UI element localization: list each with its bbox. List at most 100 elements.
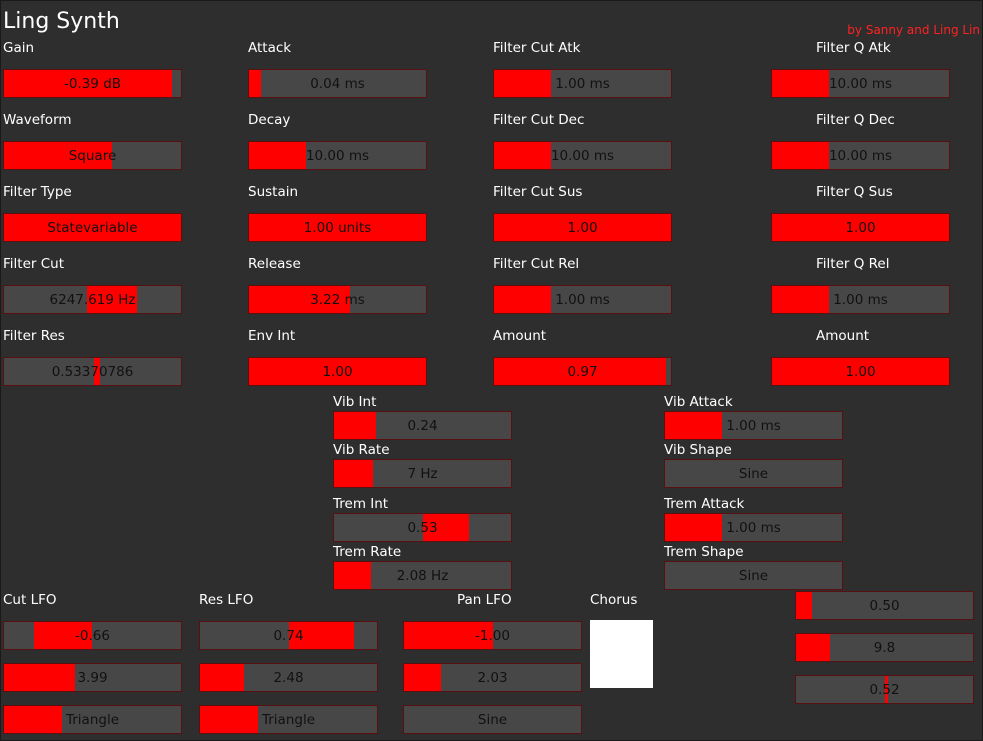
slider-value: 2.03 bbox=[477, 669, 508, 686]
res-lfo-shape-selector[interactable]: Triangle bbox=[199, 705, 378, 734]
pan-lfo-rate-slider[interactable]: 2.03 bbox=[403, 663, 582, 692]
slider-fill bbox=[665, 514, 722, 541]
filter-cut-rel-slider[interactable]: 1.00 ms bbox=[493, 285, 672, 314]
cut-lfo-rate-slider[interactable]: 3.99 bbox=[3, 663, 182, 692]
label-waveform: Waveform bbox=[3, 112, 72, 128]
slider-fill bbox=[288, 622, 354, 649]
label-sustain: Sustain bbox=[248, 184, 299, 200]
slider-value: 1.00 ms bbox=[726, 519, 781, 536]
slider-value: 3.22 ms bbox=[310, 291, 365, 308]
pan-lfo-shape-selector[interactable]: Sine bbox=[403, 705, 582, 734]
label-decay: Decay bbox=[248, 112, 291, 128]
label-vib-shape: Vib Shape bbox=[664, 442, 732, 458]
filter-q-sus-slider[interactable]: 1.00 bbox=[771, 213, 950, 242]
label-release: Release bbox=[248, 256, 301, 272]
filter-q-atk-slider[interactable]: 10.00 ms bbox=[771, 69, 950, 98]
cut-lfo-amount-slider[interactable]: -0.66 bbox=[3, 621, 182, 650]
pan-lfo-amount-slider[interactable]: -1.00 bbox=[403, 621, 582, 650]
label-filter-q-atk: Filter Q Atk bbox=[816, 40, 891, 56]
label-vib-rate: Vib Rate bbox=[333, 442, 390, 458]
chorus-toggle[interactable] bbox=[590, 620, 653, 688]
slider-fill bbox=[334, 412, 377, 439]
slider-fill bbox=[665, 412, 722, 439]
slider-value: 10.00 ms bbox=[550, 147, 615, 164]
sustain-slider[interactable]: 1.00 units bbox=[248, 213, 427, 242]
release-slider[interactable]: 3.22 ms bbox=[248, 285, 427, 314]
slider-fill bbox=[404, 622, 493, 649]
label-filter-q-sus: Filter Q Sus bbox=[816, 184, 893, 200]
trem-shape-selector[interactable]: Sine bbox=[664, 561, 843, 590]
label-trem-rate: Trem Rate bbox=[333, 544, 402, 560]
label-cut-lfo: Cut LFO bbox=[3, 592, 57, 608]
label-vib-int: Vib Int bbox=[333, 394, 377, 410]
slider-value: 1.00 ms bbox=[833, 291, 888, 308]
env-int-slider[interactable]: 1.00 bbox=[248, 357, 427, 386]
slider-fill bbox=[494, 358, 666, 385]
slider-value: 3.99 bbox=[77, 669, 108, 686]
slider-value: 1.00 bbox=[322, 363, 353, 380]
trem-int-slider[interactable]: 0.53 bbox=[333, 513, 512, 542]
slider-fill bbox=[87, 286, 137, 313]
slider-fill bbox=[4, 706, 63, 733]
slider-value: 0.50 bbox=[869, 597, 900, 614]
label-filter-res: Filter Res bbox=[3, 328, 65, 344]
label-vib-attack: Vib Attack bbox=[664, 394, 733, 410]
slider-fill bbox=[796, 634, 830, 661]
label-filter-q-amount: Amount bbox=[816, 328, 870, 344]
decay-slider[interactable]: 10.00 ms bbox=[248, 141, 427, 170]
slider-fill bbox=[249, 70, 262, 97]
waveform-selector[interactable]: Square bbox=[3, 141, 182, 170]
slider-value: 10.00 ms bbox=[828, 75, 893, 92]
credit-text: by Sanny and Ling Lin bbox=[847, 23, 980, 37]
filter-cut-dec-slider[interactable]: 10.00 ms bbox=[493, 141, 672, 170]
filter-cut-amount-slider[interactable]: 0.97 bbox=[493, 357, 672, 386]
res-lfo-amount-slider[interactable]: 0.74 bbox=[199, 621, 378, 650]
filter-cut-slider[interactable]: 6247.619 Hz bbox=[3, 285, 182, 314]
slider-value: 6247.619 Hz bbox=[49, 291, 136, 308]
chorus-param-2-slider[interactable]: 9.8 bbox=[795, 633, 974, 662]
filter-res-slider[interactable]: 0.53370786 bbox=[3, 357, 182, 386]
slider-value: 10.00 ms bbox=[305, 147, 370, 164]
label-filter-type: Filter Type bbox=[3, 184, 72, 200]
slider-fill bbox=[249, 286, 350, 313]
slider-fill bbox=[884, 676, 889, 703]
slider-value: -0.66 bbox=[75, 627, 110, 644]
app-title: Ling Synth bbox=[3, 9, 120, 34]
label-trem-shape: Trem Shape bbox=[664, 544, 744, 560]
attack-slider[interactable]: 0.04 ms bbox=[248, 69, 427, 98]
slider-value: 1.00 bbox=[567, 219, 598, 236]
res-lfo-rate-slider[interactable]: 2.48 bbox=[199, 663, 378, 692]
slider-value: 7 Hz bbox=[407, 465, 438, 482]
slider-fill bbox=[4, 214, 181, 241]
slider-value: 0.53 bbox=[407, 519, 438, 536]
vib-rate-slider[interactable]: 7 Hz bbox=[333, 459, 512, 488]
filter-q-amount-slider[interactable]: 1.00 bbox=[771, 357, 950, 386]
vib-int-slider[interactable]: 0.24 bbox=[333, 411, 512, 440]
slider-fill bbox=[34, 622, 93, 649]
trem-rate-slider[interactable]: 2.08 Hz bbox=[333, 561, 512, 590]
filter-type-selector[interactable]: Statevariable bbox=[3, 213, 182, 242]
vib-attack-slider[interactable]: 1.00 ms bbox=[664, 411, 843, 440]
label-trem-int: Trem Int bbox=[333, 496, 389, 512]
vib-shape-selector[interactable]: Sine bbox=[664, 459, 843, 488]
trem-attack-slider[interactable]: 1.00 ms bbox=[664, 513, 843, 542]
filter-cut-atk-slider[interactable]: 1.00 ms bbox=[493, 69, 672, 98]
filter-cut-sus-slider[interactable]: 1.00 bbox=[493, 213, 672, 242]
chorus-param-1-slider[interactable]: 0.50 bbox=[795, 591, 974, 620]
chorus-param-3-slider[interactable]: 0.52 bbox=[795, 675, 974, 704]
label-filter-cut-rel: Filter Cut Rel bbox=[493, 256, 580, 272]
filter-q-dec-slider[interactable]: 10.00 ms bbox=[771, 141, 950, 170]
slider-value: 2.48 bbox=[273, 669, 304, 686]
slider-fill bbox=[422, 514, 469, 541]
slider-fill bbox=[334, 460, 373, 487]
gain-slider[interactable]: -0.39 dB bbox=[3, 69, 182, 98]
slider-fill bbox=[494, 142, 551, 169]
label-attack: Attack bbox=[248, 40, 292, 56]
slider-fill bbox=[494, 70, 551, 97]
slider-value: 0.74 bbox=[273, 627, 304, 644]
label-filter-q-rel: Filter Q Rel bbox=[816, 256, 890, 272]
cut-lfo-shape-selector[interactable]: Triangle bbox=[3, 705, 182, 734]
slider-value: 1.00 ms bbox=[726, 417, 781, 434]
filter-q-rel-slider[interactable]: 1.00 ms bbox=[771, 285, 950, 314]
slider-value: Triangle bbox=[65, 711, 120, 728]
